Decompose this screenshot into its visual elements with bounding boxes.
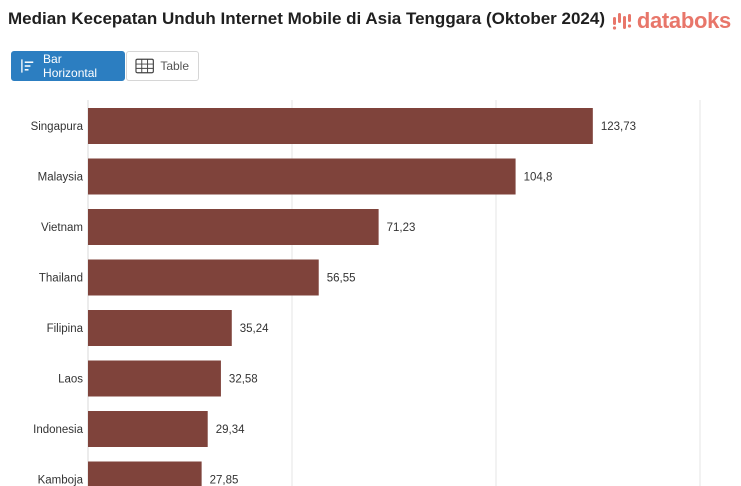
category-label: Laos (58, 374, 83, 386)
bar[interactable] (88, 108, 593, 144)
bar[interactable] (88, 360, 221, 397)
databoks-logo-icon (612, 13, 631, 30)
data-label: 71,23 (387, 222, 416, 234)
table-grid-icon (135, 58, 154, 74)
brand-logo[interactable]: databoks (612, 8, 731, 34)
category-label: Malaysia (38, 172, 84, 184)
bar[interactable] (88, 209, 379, 245)
bar[interactable] (88, 259, 319, 296)
bar-horizontal-label: Bar Horizontal (43, 52, 98, 80)
data-label: 35,24 (240, 323, 269, 335)
table-label: Table (160, 59, 189, 73)
bar[interactable] (88, 411, 208, 447)
table-button[interactable]: Table (126, 51, 199, 81)
category-label: Thailand (39, 273, 83, 285)
data-label: 27,85 (210, 475, 239, 486)
data-label: 56,55 (327, 273, 356, 285)
bar[interactable] (88, 461, 202, 486)
brand-name: databoks (636, 8, 731, 33)
data-label: 123,73 (601, 121, 636, 133)
bar-chart-icon (21, 59, 34, 73)
category-label: Vietnam (41, 222, 83, 234)
category-label: Kamboja (38, 475, 84, 486)
chart-title: Median Kecepatan Unduh Internet Mobile d… (8, 9, 605, 28)
bar-horizontal-button[interactable]: Bar Horizontal (11, 51, 125, 81)
data-label: 29,34 (216, 424, 245, 436)
data-label: 32,58 (229, 374, 258, 386)
category-label: Singapura (31, 121, 84, 133)
bar[interactable] (88, 158, 516, 195)
bar[interactable] (88, 310, 232, 346)
category-label: Indonesia (33, 424, 83, 436)
view-toggle: Bar Horizontal Table (11, 51, 199, 81)
data-label: 104,8 (524, 172, 553, 184)
category-label: Filipina (47, 323, 84, 335)
